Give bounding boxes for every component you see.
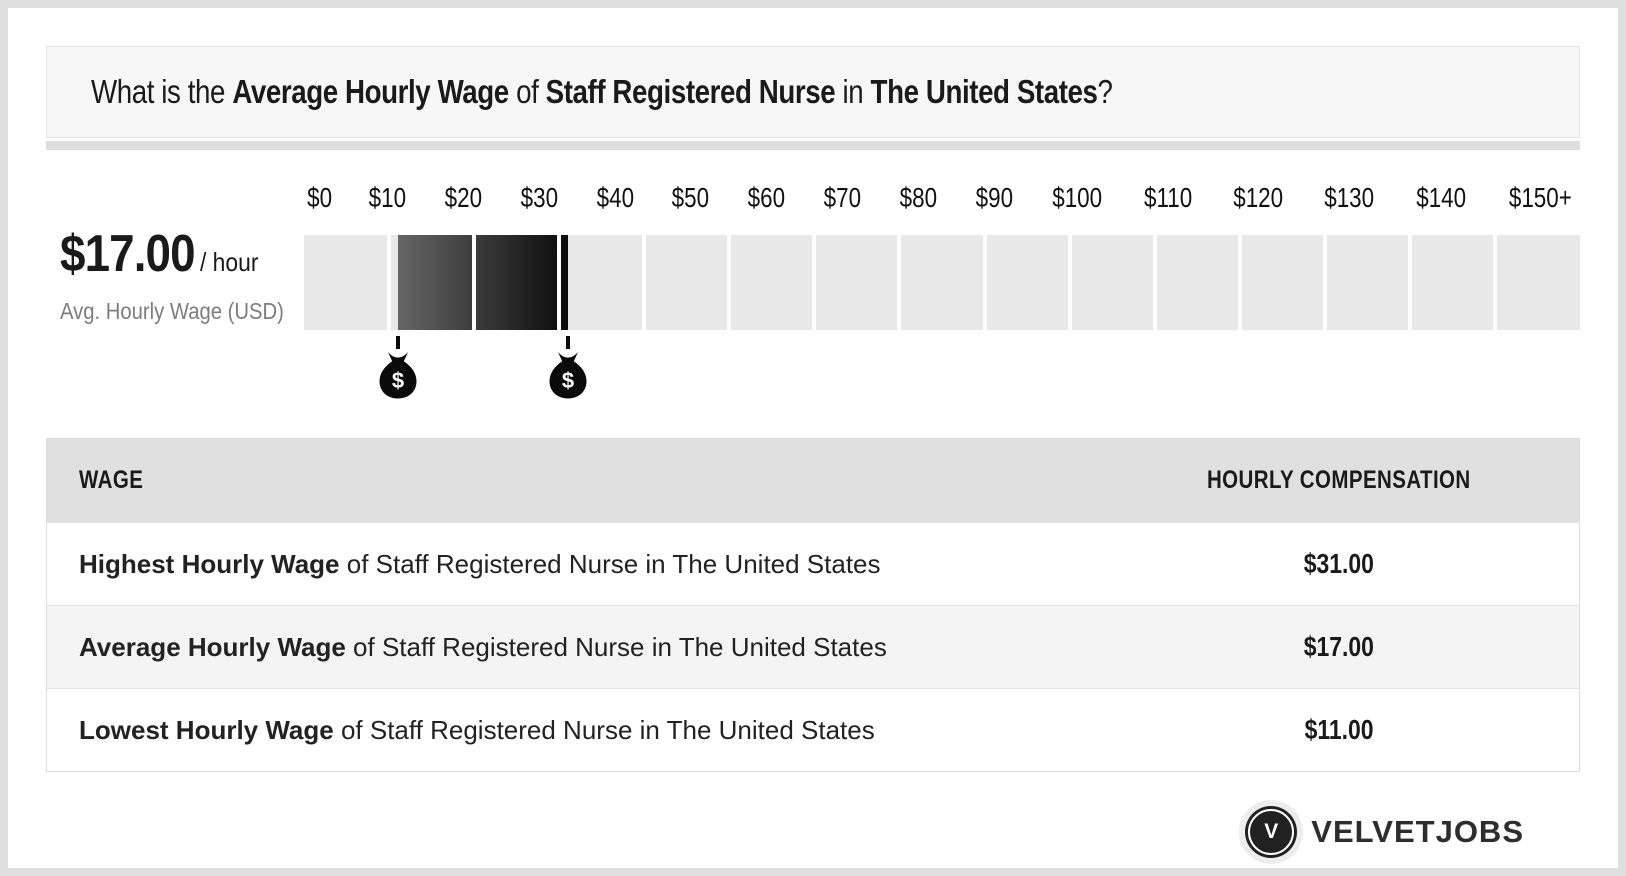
segment-separator <box>472 235 477 330</box>
header-wage: WAGE <box>46 438 1100 523</box>
segment-separator <box>727 235 732 330</box>
tick-label: $20 <box>444 182 483 213</box>
row-value-text: $31.00 <box>1304 548 1375 579</box>
title-divider <box>46 141 1580 150</box>
segment-separator <box>1322 235 1327 330</box>
row-label-bold: Lowest Hourly Wage <box>79 714 334 745</box>
segment-separator <box>1152 235 1157 330</box>
moneybag-icon: $ <box>549 352 587 399</box>
svg-text:$: $ <box>562 368 574 393</box>
title-text: in <box>835 73 871 110</box>
tick-label: $0 <box>307 182 333 213</box>
brand-name: VELVETJOBS <box>1311 814 1524 849</box>
row-value-text: $11.00 <box>1304 714 1374 745</box>
segment-separator <box>557 235 562 330</box>
segment-separator <box>1407 235 1412 330</box>
tick-label: $140 <box>1416 182 1466 213</box>
row-label-bold: Highest Hourly Wage <box>79 548 340 579</box>
average-wage-summary: $17.00/ hour Avg. Hourly Wage (USD) <box>46 182 304 408</box>
tick-label: $100 <box>1052 182 1103 213</box>
row-label: Highest Hourly Wage of Staff Registered … <box>46 522 1100 606</box>
table-row-average: Average Hourly Wage of Staff Registered … <box>46 605 1580 689</box>
header-wage-label: WAGE <box>79 466 144 494</box>
title-text-bold: The United States <box>870 73 1098 110</box>
moneybag-icon: $ <box>379 352 417 399</box>
marker-tick <box>565 336 570 349</box>
wage-range-bar <box>397 235 568 330</box>
velvetjobs-logo-icon: V <box>1245 806 1298 858</box>
title-text: What is the <box>91 73 233 110</box>
wage-marker: $ <box>548 330 588 399</box>
scale-tick-labels: $0 $10 $20 $30 $40 $50 $60 $70 $80 $90 $… <box>304 182 1580 214</box>
row-value: $31.00 <box>1099 522 1580 606</box>
row-label: Lowest Hourly Wage of Staff Registered N… <box>46 688 1100 772</box>
logo-letter: V <box>1264 820 1279 843</box>
tick-label: $90 <box>975 182 1013 213</box>
row-label: Average Hourly Wage of Staff Registered … <box>46 605 1100 689</box>
table-header-row: WAGE HOURLY COMPENSATION <box>46 438 1580 523</box>
title-text: ? <box>1097 73 1113 110</box>
segment-separator <box>812 235 817 330</box>
title-text: of <box>508 73 546 110</box>
title-text-bold: Staff Registered Nurse <box>545 73 836 110</box>
wage-markers: $ $ <box>304 330 1580 408</box>
row-label-rest: of Staff Registered Nurse in The United … <box>345 631 887 662</box>
segment-separator <box>982 235 987 330</box>
average-wage-amount: $17.00 <box>60 225 196 283</box>
tick-label: $80 <box>899 182 937 213</box>
table-row-highest: Highest Hourly Wage of Staff Registered … <box>46 522 1580 606</box>
average-wage-caption: Avg. Hourly Wage (USD) <box>60 298 284 324</box>
segment-separator <box>387 235 392 330</box>
tick-label: $150+ <box>1509 182 1572 213</box>
row-value: $17.00 <box>1099 605 1580 689</box>
wage-table: WAGE HOURLY COMPENSATION Highest Hourly … <box>46 438 1580 772</box>
tick-label: $30 <box>520 182 558 213</box>
scale-track <box>304 235 1580 330</box>
average-wage-unit: / hour <box>199 247 259 277</box>
wage-chart: $17.00/ hour Avg. Hourly Wage (USD) $0 $… <box>46 182 1580 408</box>
row-label-bold: Average Hourly Wage <box>79 631 346 662</box>
infographic-card: What is the Average Hourly Wage of Staff… <box>8 8 1618 868</box>
row-value-text: $17.00 <box>1304 631 1375 662</box>
average-wage-line: $17.00/ hour <box>60 224 275 284</box>
row-label-rest: of Staff Registered Nurse in The United … <box>333 714 875 745</box>
row-label-rest: of Staff Registered Nurse in The United … <box>339 548 881 579</box>
segment-separator <box>642 235 647 330</box>
header-hourly-compensation: HOURLY COMPENSATION <box>1099 438 1580 523</box>
footer: V VELVETJOBS <box>46 806 1580 858</box>
segment-separator <box>1237 235 1242 330</box>
table-row-lowest: Lowest Hourly Wage of Staff Registered N… <box>46 688 1580 772</box>
marker-tick <box>395 336 400 349</box>
wage-marker: $ <box>378 330 418 399</box>
wage-scale: $0 $10 $20 $30 $40 $50 $60 $70 $80 $90 $… <box>304 182 1580 408</box>
tick-label: $10 <box>368 182 407 213</box>
title-box: What is the Average Hourly Wage of Staff… <box>46 46 1580 138</box>
tick-label: $110 <box>1143 182 1192 213</box>
tick-label: $130 <box>1324 182 1375 213</box>
tick-label: $60 <box>747 182 786 213</box>
segment-separator <box>1067 235 1072 330</box>
title-text-bold: Average Hourly Wage <box>232 73 509 110</box>
segment-separator <box>897 235 902 330</box>
svg-text:$: $ <box>391 368 403 393</box>
tick-label: $120 <box>1233 182 1284 213</box>
tick-label: $50 <box>672 182 710 213</box>
tick-label: $70 <box>823 182 862 213</box>
row-value: $11.00 <box>1099 688 1580 772</box>
page-title: What is the Average Hourly Wage of Staff… <box>91 73 1113 111</box>
tick-label: $40 <box>596 182 634 213</box>
header-compensation-label: HOURLY COMPENSATION <box>1207 466 1472 494</box>
segment-separator <box>1492 235 1497 330</box>
